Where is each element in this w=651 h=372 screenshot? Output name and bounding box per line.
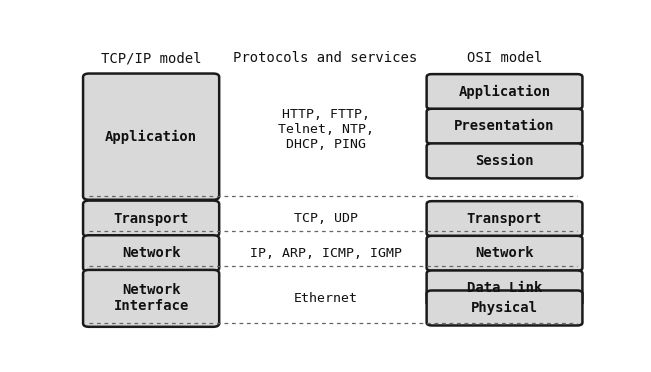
Text: Physical: Physical <box>471 301 538 315</box>
Text: Network: Network <box>475 246 534 260</box>
FancyBboxPatch shape <box>426 109 583 144</box>
Text: TCP/IP model: TCP/IP model <box>101 51 201 65</box>
FancyBboxPatch shape <box>426 201 583 236</box>
FancyBboxPatch shape <box>83 270 219 327</box>
FancyBboxPatch shape <box>426 144 583 179</box>
FancyBboxPatch shape <box>83 235 219 272</box>
Text: Session: Session <box>475 154 534 168</box>
FancyBboxPatch shape <box>426 291 583 326</box>
Text: Data Link: Data Link <box>467 281 542 295</box>
Text: TCP, UDP: TCP, UDP <box>294 212 357 225</box>
Text: OSI model: OSI model <box>467 51 542 65</box>
Text: IP, ARP, ICMP, IGMP: IP, ARP, ICMP, IGMP <box>249 247 402 260</box>
Text: Transport: Transport <box>467 212 542 226</box>
Text: Transport: Transport <box>113 212 189 226</box>
FancyBboxPatch shape <box>426 236 583 271</box>
Text: Protocols and services: Protocols and services <box>233 51 418 65</box>
Text: Presentation: Presentation <box>454 119 555 133</box>
Text: Application: Application <box>458 84 551 99</box>
FancyBboxPatch shape <box>83 74 219 200</box>
FancyBboxPatch shape <box>426 74 583 109</box>
Text: Network
Interface: Network Interface <box>113 283 189 314</box>
FancyBboxPatch shape <box>83 201 219 237</box>
FancyBboxPatch shape <box>426 270 583 305</box>
Text: Ethernet: Ethernet <box>294 292 357 305</box>
Text: Application: Application <box>105 129 197 144</box>
Text: Network: Network <box>122 246 180 260</box>
Text: HTTP, FTTP,
Telnet, NTP,
DHCP, PING: HTTP, FTTP, Telnet, NTP, DHCP, PING <box>277 108 374 151</box>
